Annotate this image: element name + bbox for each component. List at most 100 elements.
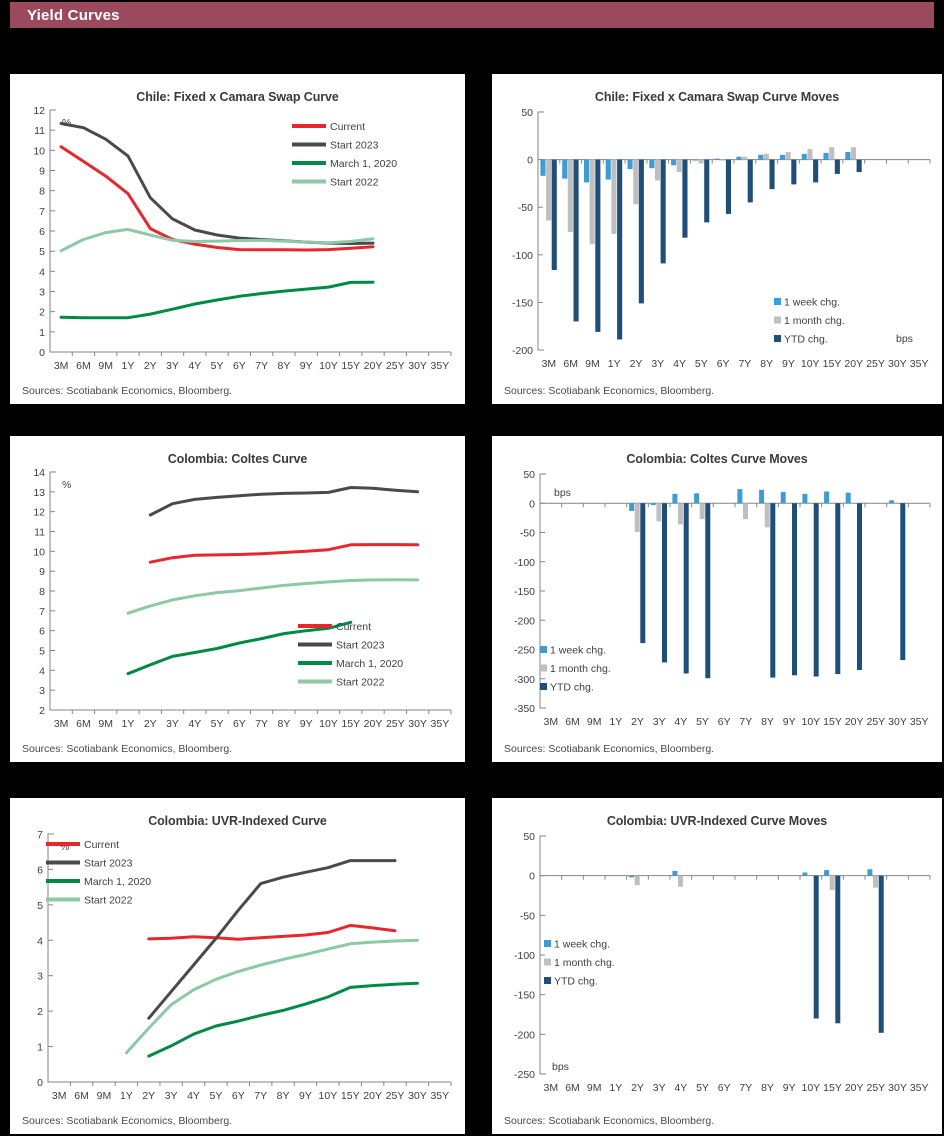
svg-text:2: 2 xyxy=(39,307,45,319)
svg-text:9M: 9M xyxy=(587,1082,602,1094)
svg-text:5: 5 xyxy=(39,646,45,658)
svg-text:6M: 6M xyxy=(565,716,580,728)
svg-text:1Y: 1Y xyxy=(608,358,621,370)
panel-colombia-uvr-curve-moves: Colombia: UVR-Indexed Curve Moves 50 0 -50… xyxy=(492,798,942,1134)
svg-text:4: 4 xyxy=(37,935,43,947)
svg-text:7: 7 xyxy=(39,206,45,218)
svg-text:Start 2023: Start 2023 xyxy=(336,640,385,652)
svg-text:1Y: 1Y xyxy=(120,1090,133,1102)
svg-text:5: 5 xyxy=(39,246,45,258)
svg-text:30Y: 30Y xyxy=(408,718,427,730)
svg-text:25Y: 25Y xyxy=(386,360,405,372)
svg-text:4Y: 4Y xyxy=(188,360,201,372)
svg-text:Start 2022: Start 2022 xyxy=(330,177,379,189)
svg-text:25Y: 25Y xyxy=(386,1090,405,1102)
panel-colombia-uvr-curve: Colombia: UVR-Indexed Curve 0 1 2 3 4 5 6 7 3M 6M… xyxy=(10,798,465,1134)
source-note: Sources: Scotiabank Economics, Bloomberg… xyxy=(504,385,715,397)
svg-text:15Y: 15Y xyxy=(341,718,360,730)
chart-title: Colombia: Coltes Curve Moves xyxy=(626,452,808,466)
panel-chile-swap-curve-moves: Chile: Fixed x Camara Swap Curve Moves 5… xyxy=(492,74,942,404)
page-title: Yield Curves xyxy=(27,6,120,24)
svg-text:8Y: 8Y xyxy=(277,360,290,372)
svg-text:March 1, 2020: March 1, 2020 xyxy=(336,658,403,670)
svg-text:9M: 9M xyxy=(587,716,602,728)
svg-text:4: 4 xyxy=(39,266,45,278)
svg-text:9M: 9M xyxy=(98,718,113,730)
svg-text:2Y: 2Y xyxy=(144,360,157,372)
svg-text:-200: -200 xyxy=(514,615,535,627)
svg-text:Start 2022: Start 2022 xyxy=(336,677,385,689)
svg-text:bps: bps xyxy=(896,333,913,345)
source-note: Sources: Scotiabank Economics, Bloomberg… xyxy=(22,385,233,397)
svg-text:10Y: 10Y xyxy=(319,360,338,372)
svg-text:15Y: 15Y xyxy=(823,358,842,370)
svg-text:-350: -350 xyxy=(514,703,535,715)
svg-text:YTD chg.: YTD chg. xyxy=(550,682,594,694)
svg-text:4Y: 4Y xyxy=(674,1082,687,1094)
svg-text:5Y: 5Y xyxy=(211,718,224,730)
chart-title: Colombia: Coltes Curve xyxy=(167,452,308,466)
svg-text:9Y: 9Y xyxy=(782,358,795,370)
svg-text:30Y: 30Y xyxy=(888,358,907,370)
svg-text:8Y: 8Y xyxy=(760,358,773,370)
svg-text:6: 6 xyxy=(39,226,45,238)
svg-text:0: 0 xyxy=(37,1077,43,1089)
svg-text:2: 2 xyxy=(39,705,45,717)
svg-text:35Y: 35Y xyxy=(430,1090,449,1102)
svg-text:7Y: 7Y xyxy=(739,1082,752,1094)
svg-text:%: % xyxy=(60,841,69,853)
svg-text:1 month chg.: 1 month chg. xyxy=(550,663,611,675)
svg-text:9Y: 9Y xyxy=(300,718,313,730)
svg-text:15Y: 15Y xyxy=(341,1090,360,1102)
svg-text:25Y: 25Y xyxy=(866,1082,885,1094)
svg-text:0: 0 xyxy=(39,347,45,359)
svg-text:-150: -150 xyxy=(514,586,535,598)
svg-text:20Y: 20Y xyxy=(363,1090,382,1102)
svg-text:7: 7 xyxy=(39,606,45,618)
panel-colombia-coltes-curve: Colombia: Coltes Curve 2 3 4 5 6 7 8 9 10 11 12 13 1… xyxy=(10,436,465,762)
svg-text:20Y: 20Y xyxy=(364,360,383,372)
svg-text:-250: -250 xyxy=(514,645,535,657)
svg-text:3M: 3M xyxy=(542,358,557,370)
svg-text:-300: -300 xyxy=(514,674,535,686)
svg-text:2Y: 2Y xyxy=(631,716,644,728)
svg-text:Current: Current xyxy=(330,121,365,133)
svg-text:7Y: 7Y xyxy=(255,718,268,730)
svg-text:7: 7 xyxy=(37,829,43,841)
svg-text:10: 10 xyxy=(33,546,45,558)
svg-text:6Y: 6Y xyxy=(717,358,730,370)
svg-text:10Y: 10Y xyxy=(319,718,338,730)
svg-text:50: 50 xyxy=(523,831,535,843)
svg-text:35Y: 35Y xyxy=(910,716,929,728)
svg-text:9M: 9M xyxy=(585,358,600,370)
svg-text:-200: -200 xyxy=(514,1029,535,1041)
svg-text:4Y: 4Y xyxy=(188,718,201,730)
svg-text:1Y: 1Y xyxy=(609,1082,622,1094)
svg-text:25Y: 25Y xyxy=(866,716,885,728)
svg-text:9M: 9M xyxy=(98,360,113,372)
svg-text:35Y: 35Y xyxy=(910,1082,929,1094)
chart-plot-area: 0 1 2 3 4 5 6 7 3M 6M 9M 1Y 2Y 3Y 4Y 5Y 6Y 7Y 8Y 9Y 10Y 15Y 20… xyxy=(10,828,465,1134)
svg-text:3M: 3M xyxy=(54,360,69,372)
svg-text:Start 2023: Start 2023 xyxy=(84,858,133,870)
svg-text:1 week chg.: 1 week chg. xyxy=(550,645,606,657)
svg-text:YTD chg.: YTD chg. xyxy=(554,976,598,988)
svg-text:1: 1 xyxy=(37,1042,43,1054)
svg-text:3: 3 xyxy=(39,287,45,299)
svg-text:10: 10 xyxy=(33,145,45,157)
svg-text:50: 50 xyxy=(521,107,533,119)
svg-text:3Y: 3Y xyxy=(166,360,179,372)
svg-text:-150: -150 xyxy=(514,990,535,1002)
svg-text:3Y: 3Y xyxy=(653,1082,666,1094)
svg-text:March 1, 2020: March 1, 2020 xyxy=(330,158,397,170)
svg-text:-50: -50 xyxy=(520,528,535,540)
svg-text:7Y: 7Y xyxy=(738,358,751,370)
svg-text:9Y: 9Y xyxy=(783,1082,796,1094)
svg-text:5Y: 5Y xyxy=(211,360,224,372)
chart-plot-area: 50 0 -50 -100 -150 -200 -250 3M 6M 9M 1Y 2Y 3Y 4Y 5Y 6Y… xyxy=(492,826,942,1132)
svg-text:15Y: 15Y xyxy=(823,716,842,728)
svg-text:3Y: 3Y xyxy=(653,716,666,728)
svg-text:9M: 9M xyxy=(97,1090,112,1102)
